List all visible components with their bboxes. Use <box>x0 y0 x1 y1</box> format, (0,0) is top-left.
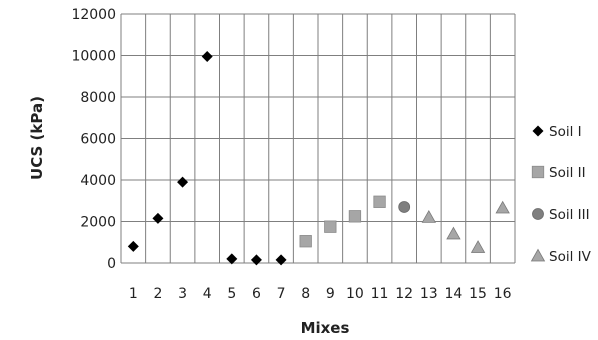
x-tick-label: 15 <box>469 286 487 302</box>
x-tick-label: 5 <box>227 286 236 302</box>
x-tick-label: 10 <box>346 286 364 302</box>
data-point <box>250 254 262 266</box>
x-tick-label: 7 <box>277 286 286 302</box>
x-tick-label: 9 <box>326 286 335 302</box>
legend-marker <box>532 125 544 137</box>
x-tick-label: 14 <box>445 286 463 302</box>
data-point <box>348 210 362 223</box>
legend-marker <box>530 248 546 262</box>
y-tick-label: 2000 <box>80 215 116 231</box>
x-tick-label: 12 <box>395 286 413 302</box>
x-axis-title: Mixes <box>301 319 350 337</box>
x-tick-label: 4 <box>203 286 212 302</box>
data-point <box>201 51 213 63</box>
data-point <box>470 240 486 253</box>
legend-label: Soil I <box>549 124 582 140</box>
data-point <box>275 254 287 266</box>
data-point <box>421 210 436 223</box>
x-tick-label: 16 <box>494 286 512 302</box>
data-point <box>398 201 411 213</box>
y-tick-label: 10000 <box>71 49 116 65</box>
legend-label: Soil IV <box>549 249 592 265</box>
y-tick-label: 4000 <box>80 173 116 189</box>
y-tick-label: 12000 <box>71 7 116 23</box>
x-axis-ticks: 1 2 3 4 5 6 7 8 9 10 11 12 13 14 15 16 <box>129 286 512 302</box>
y-tick-label: 8000 <box>80 90 116 106</box>
data-point <box>324 220 337 233</box>
data-point <box>177 176 189 188</box>
legend-label: Soil II <box>549 165 586 181</box>
y-axis-title: UCS (kPa) <box>28 96 46 180</box>
x-tick-label: 8 <box>301 286 310 302</box>
y-tick-label: 6000 <box>80 132 116 148</box>
x-tick-label: 2 <box>153 286 162 302</box>
x-tick-label: 6 <box>252 286 261 302</box>
data-point <box>127 240 139 252</box>
data-point <box>299 235 312 248</box>
data-point <box>373 195 386 208</box>
legend-marker <box>532 208 544 220</box>
data-point <box>152 212 164 224</box>
plot-grid <box>120 13 516 264</box>
y-tick-label: 0 <box>107 256 116 272</box>
x-tick-label: 1 <box>129 286 138 302</box>
data-point <box>226 253 238 265</box>
y-axis-ticks: 0 2000 4000 6000 8000 10000 12000 <box>71 7 116 272</box>
data-point <box>495 200 510 214</box>
legend-marker <box>531 165 545 179</box>
x-tick-label: 13 <box>420 286 438 302</box>
legend: Soil I Soil II Soil III Soil IV <box>530 124 592 265</box>
legend-label: Soil III <box>549 207 590 223</box>
x-tick-label: 11 <box>371 286 389 302</box>
data-point <box>446 226 461 240</box>
data-points <box>127 51 510 266</box>
x-tick-label: 3 <box>178 286 187 302</box>
